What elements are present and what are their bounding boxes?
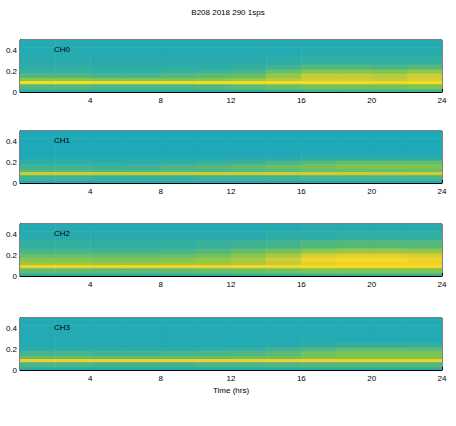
svg-text:0.2: 0.2 (6, 251, 18, 260)
svg-text:8: 8 (158, 280, 163, 289)
svg-text:16: 16 (297, 374, 306, 383)
svg-text:CH3: CH3 (54, 323, 71, 332)
svg-text:0.4: 0.4 (6, 324, 18, 333)
svg-text:16: 16 (297, 96, 306, 105)
svg-text:24: 24 (438, 280, 447, 289)
svg-text:CH1: CH1 (54, 136, 71, 145)
svg-text:0: 0 (13, 366, 18, 375)
svg-text:4: 4 (88, 187, 93, 196)
svg-text:8: 8 (158, 96, 163, 105)
svg-text:0.4: 0.4 (6, 230, 18, 239)
svg-text:CH0: CH0 (54, 45, 71, 54)
svg-text:Time (hrs): Time (hrs) (213, 386, 249, 395)
svg-text:20: 20 (367, 96, 376, 105)
svg-text:8: 8 (158, 374, 163, 383)
svg-text:0.4: 0.4 (6, 137, 18, 146)
svg-text:0: 0 (13, 88, 18, 97)
svg-text:24: 24 (438, 96, 447, 105)
svg-text:16: 16 (297, 187, 306, 196)
svg-text:0.2: 0.2 (6, 345, 18, 354)
svg-text:24: 24 (438, 187, 447, 196)
svg-text:4: 4 (88, 280, 93, 289)
svg-text:12: 12 (227, 280, 236, 289)
svg-text:20: 20 (367, 187, 376, 196)
svg-text:CH2: CH2 (54, 229, 71, 238)
svg-text:B208 2018 290 1sps: B208 2018 290 1sps (191, 8, 264, 17)
svg-text:0.4: 0.4 (6, 46, 18, 55)
svg-text:12: 12 (227, 187, 236, 196)
svg-text:8: 8 (158, 187, 163, 196)
svg-text:4: 4 (88, 374, 93, 383)
svg-text:16: 16 (297, 280, 306, 289)
svg-text:0: 0 (13, 272, 18, 281)
svg-text:12: 12 (227, 374, 236, 383)
svg-text:0.2: 0.2 (6, 67, 18, 76)
svg-text:24: 24 (438, 374, 447, 383)
svg-text:0: 0 (13, 179, 18, 188)
svg-text:4: 4 (88, 96, 93, 105)
svg-text:0.2: 0.2 (6, 158, 18, 167)
svg-text:20: 20 (367, 374, 376, 383)
svg-text:20: 20 (367, 280, 376, 289)
svg-text:12: 12 (227, 96, 236, 105)
